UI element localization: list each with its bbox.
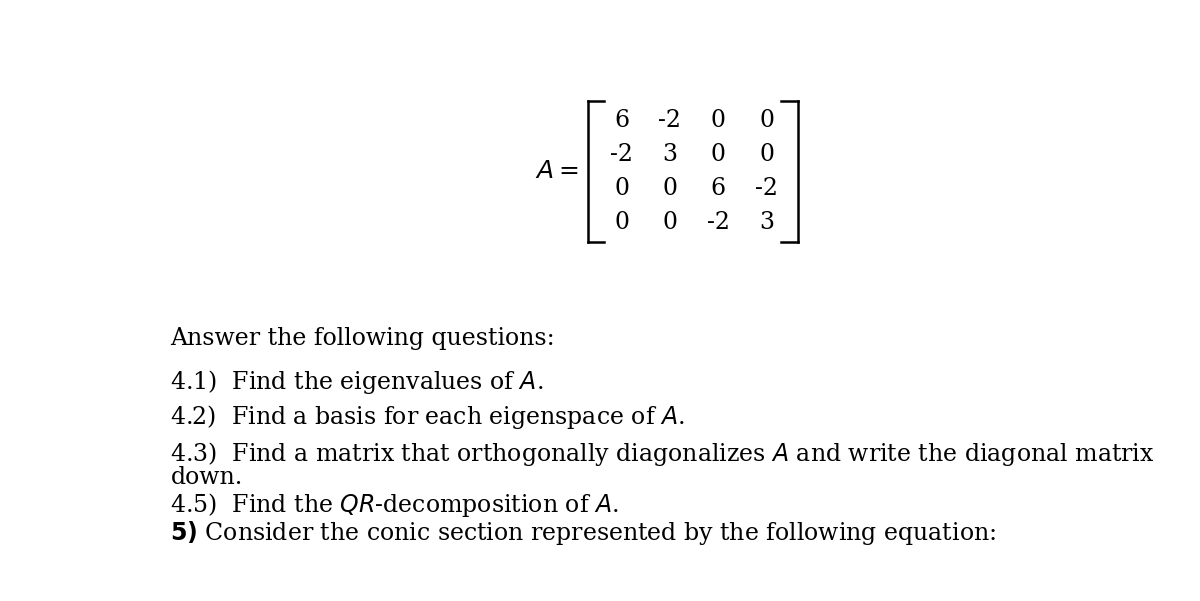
Text: 0: 0 <box>760 143 774 166</box>
Text: 0: 0 <box>614 210 629 234</box>
Text: 0: 0 <box>710 143 726 166</box>
Text: 6: 6 <box>614 109 629 132</box>
Text: 4.5)  Find the $QR$-decomposition of $A$.: 4.5) Find the $QR$-decomposition of $A$. <box>170 491 619 519</box>
Text: 0: 0 <box>760 109 774 132</box>
Text: down.: down. <box>170 466 242 489</box>
Text: 0: 0 <box>710 109 726 132</box>
Text: 0: 0 <box>614 177 629 200</box>
Text: -2: -2 <box>755 177 778 200</box>
Text: 0: 0 <box>662 210 677 234</box>
Text: -2: -2 <box>707 210 730 234</box>
Text: $\mathbf{5)}$ Consider the conic section represented by the following equation:: $\mathbf{5)}$ Consider the conic section… <box>170 519 996 546</box>
Text: $A =$: $A =$ <box>535 160 578 183</box>
Text: 0: 0 <box>662 177 677 200</box>
Text: 4.2)  Find a basis for each eigenspace of $A$.: 4.2) Find a basis for each eigenspace of… <box>170 403 685 431</box>
Text: 4.3)  Find a matrix that orthogonally diagonalizes $A$ and write the diagonal ma: 4.3) Find a matrix that orthogonally dia… <box>170 440 1154 468</box>
Text: 3: 3 <box>662 143 677 166</box>
Text: 6: 6 <box>710 177 726 200</box>
Text: 3: 3 <box>760 210 774 234</box>
Text: -2: -2 <box>610 143 634 166</box>
Text: -2: -2 <box>659 109 682 132</box>
Text: 4.1)  Find the eigenvalues of $A$.: 4.1) Find the eigenvalues of $A$. <box>170 368 544 396</box>
Text: Answer the following questions:: Answer the following questions: <box>170 327 556 350</box>
